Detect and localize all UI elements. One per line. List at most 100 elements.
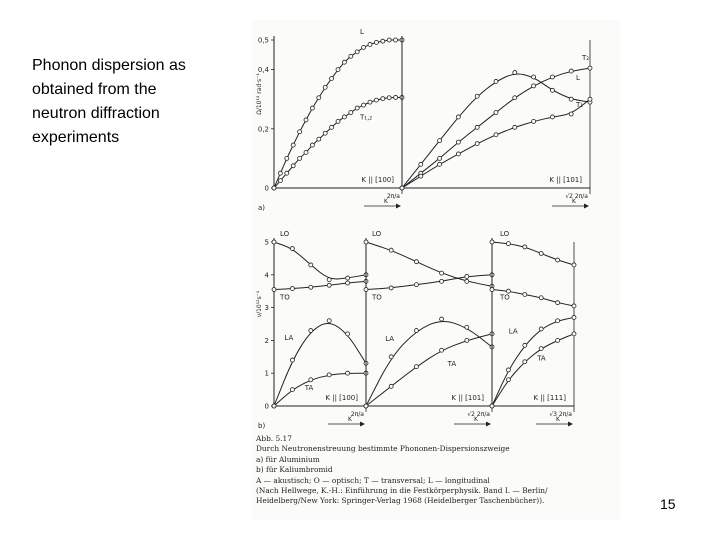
data-point [393, 37, 399, 43]
data-point [308, 328, 314, 333]
caption-line: b) für Kaliumbromid [256, 465, 333, 475]
y-tick-label: 0 [265, 185, 269, 193]
data-point [386, 37, 392, 43]
series-label: LA [509, 327, 518, 335]
y-tick-label: 2 [265, 337, 269, 345]
data-point [290, 387, 295, 393]
data-point [271, 287, 277, 292]
series-line [365, 241, 493, 287]
data-point [413, 282, 419, 288]
slide-text-line: neutron diffraction [32, 105, 160, 122]
data-point [522, 342, 528, 348]
k-arrow-head [584, 203, 589, 209]
slide-description: Phonon dispersion as obtained from the n… [32, 54, 232, 150]
data-point [367, 99, 373, 105]
series-label: L [576, 74, 580, 82]
dispersion-figure-svg: 00,20,40,5Ω/10¹³ rad·s⁻¹2π/aKK || [100]L… [256, 28, 593, 430]
data-point [571, 262, 577, 268]
data-point [316, 95, 322, 101]
data-point [464, 278, 470, 284]
data-point [388, 247, 394, 253]
data-point [290, 142, 296, 148]
data-point [439, 316, 445, 322]
caption-line: (Nach Hellwege, K.-H.: Einführung in die… [256, 486, 548, 496]
k-arrow-label: K [384, 198, 389, 205]
data-point [342, 114, 347, 120]
data-point [413, 364, 419, 370]
data-point [474, 93, 480, 99]
data-point [345, 370, 350, 376]
data-point [363, 239, 369, 245]
data-point [310, 105, 315, 111]
data-point [297, 129, 302, 135]
data-point [493, 110, 499, 115]
series-line [273, 280, 367, 291]
series-label: TO [371, 294, 382, 302]
data-point [464, 274, 470, 279]
data-point [571, 303, 577, 309]
y-tick-label: 1 [265, 370, 269, 378]
data-point [308, 262, 314, 268]
data-point [439, 278, 445, 284]
data-point [345, 331, 350, 337]
data-point [555, 337, 561, 343]
data-point [413, 328, 419, 333]
data-point [455, 139, 461, 145]
data-point [277, 178, 283, 184]
data-point [568, 96, 574, 102]
caption-line: A — akustisch; O — optisch; T — transver… [256, 475, 490, 485]
data-point [303, 150, 309, 155]
direction-label: K || [101] [549, 176, 582, 184]
data-point [549, 114, 555, 120]
data-point [380, 96, 386, 102]
chart-panel [399, 36, 593, 209]
data-point [493, 79, 499, 84]
direction-label: K || [111] [533, 394, 566, 402]
data-point [549, 74, 555, 80]
data-point [277, 170, 283, 176]
data-point [303, 117, 309, 123]
data-point [437, 161, 443, 167]
x-tick-end-label: 2π/a [387, 193, 400, 200]
data-point [345, 275, 350, 281]
data-point [531, 119, 537, 124]
data-point [284, 170, 290, 176]
data-point [345, 280, 350, 286]
panel-b-label: b) [258, 422, 265, 430]
data-point [363, 403, 369, 409]
data-point [388, 383, 394, 389]
data-point [361, 102, 366, 108]
data-point [310, 142, 315, 148]
data-point [322, 130, 328, 136]
data-point [386, 95, 392, 101]
data-point [322, 84, 328, 90]
y-tick-label: 0,5 [258, 37, 269, 45]
series-label: T₂ [581, 54, 589, 62]
data-point [489, 403, 495, 409]
data-point [522, 244, 528, 250]
panel-a-label: a) [258, 204, 265, 212]
data-point [329, 124, 334, 130]
data-point [474, 141, 480, 146]
scanned-figure: 0 0,2 0,4 0,5 Ω/10¹³ rad·s⁻¹ 2π/a K K || [100] L… [252, 20, 620, 520]
data-point [571, 315, 577, 320]
chart-panel [489, 238, 577, 427]
data-point [354, 105, 360, 111]
figure-caption: Abb. 5.17 Durch Neutronenstreuung bestim… [256, 434, 620, 507]
data-point [505, 367, 511, 373]
data-point [380, 38, 386, 44]
data-point [555, 300, 561, 306]
data-point [538, 346, 544, 352]
data-point [531, 83, 537, 89]
caption-line: Abb. 5.17 [256, 434, 292, 443]
data-point [489, 239, 495, 245]
data-point [555, 318, 561, 324]
data-point [455, 114, 461, 120]
series-label: TA [536, 355, 546, 363]
series-label: LO [500, 230, 510, 238]
data-point [363, 287, 369, 292]
series-label: T₁ [575, 101, 583, 109]
k-arrow-label: K [348, 416, 353, 423]
data-point [326, 318, 332, 324]
data-point [512, 124, 518, 130]
